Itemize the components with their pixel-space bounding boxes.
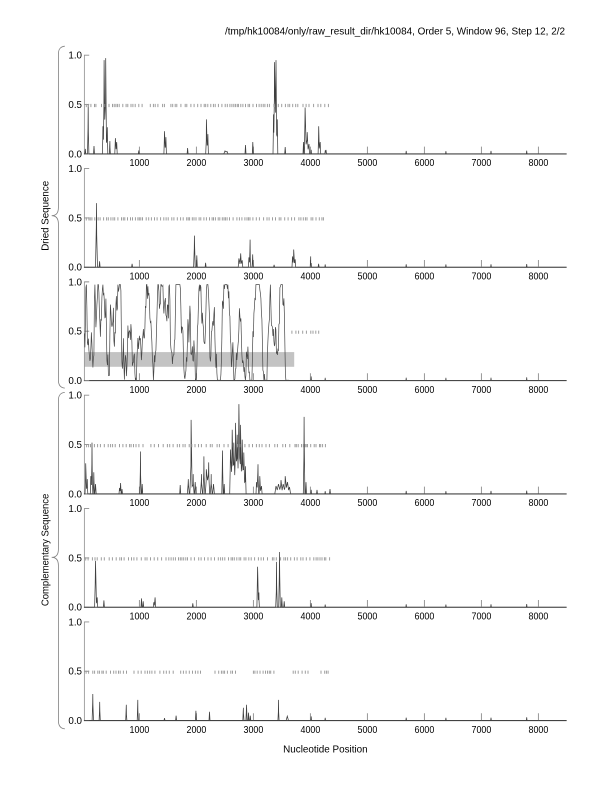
svg-text:0.5: 0.5 <box>68 327 82 338</box>
svg-text:1.0: 1.0 <box>68 617 82 628</box>
svg-text:3000: 3000 <box>244 158 264 169</box>
svg-text:0.5: 0.5 <box>68 667 82 678</box>
svg-text:4000: 4000 <box>301 271 321 282</box>
svg-text:3000: 3000 <box>244 611 264 622</box>
svg-text:6000: 6000 <box>415 611 435 622</box>
svg-text:1000: 1000 <box>130 271 150 282</box>
svg-text:1.0: 1.0 <box>68 164 82 175</box>
svg-text:8000: 8000 <box>529 385 549 396</box>
svg-text:8000: 8000 <box>529 498 549 509</box>
svg-text:5000: 5000 <box>358 385 378 396</box>
svg-text:7000: 7000 <box>472 158 492 169</box>
svg-text:1000: 1000 <box>130 498 150 509</box>
svg-text:8000: 8000 <box>529 611 549 622</box>
svg-text:Complementary Sequence: Complementary Sequence <box>41 493 52 606</box>
svg-text:5000: 5000 <box>358 498 378 509</box>
svg-text:2000: 2000 <box>187 158 207 169</box>
svg-text:4000: 4000 <box>301 385 321 396</box>
svg-text:6000: 6000 <box>415 725 435 736</box>
svg-text:2000: 2000 <box>187 498 207 509</box>
svg-text:8000: 8000 <box>529 158 549 169</box>
svg-text:4000: 4000 <box>301 498 321 509</box>
svg-text:2000: 2000 <box>187 385 207 396</box>
svg-text:0.0: 0.0 <box>68 716 82 727</box>
svg-text:1.0: 1.0 <box>68 51 82 62</box>
svg-text:0.5: 0.5 <box>68 553 82 564</box>
svg-text:5000: 5000 <box>358 611 378 622</box>
svg-text:3000: 3000 <box>244 725 264 736</box>
svg-text:1000: 1000 <box>130 158 150 169</box>
svg-text:1000: 1000 <box>130 611 150 622</box>
svg-text:1.0: 1.0 <box>68 277 82 288</box>
svg-text:5000: 5000 <box>358 158 378 169</box>
svg-text:2000: 2000 <box>187 725 207 736</box>
svg-text:6000: 6000 <box>415 498 435 509</box>
svg-text:3000: 3000 <box>244 385 264 396</box>
svg-text:7000: 7000 <box>472 725 492 736</box>
svg-text:1.0: 1.0 <box>68 504 82 515</box>
svg-text:2000: 2000 <box>187 611 207 622</box>
svg-text:1.0: 1.0 <box>68 391 82 402</box>
svg-text:3000: 3000 <box>244 498 264 509</box>
svg-text:8000: 8000 <box>529 725 549 736</box>
svg-text:7000: 7000 <box>472 611 492 622</box>
svg-text:4000: 4000 <box>301 158 321 169</box>
svg-text:0.0: 0.0 <box>68 489 82 500</box>
svg-text:6000: 6000 <box>415 158 435 169</box>
svg-text:1000: 1000 <box>130 725 150 736</box>
svg-text:1000: 1000 <box>130 385 150 396</box>
svg-text:7000: 7000 <box>472 498 492 509</box>
svg-text:0.0: 0.0 <box>68 603 82 614</box>
svg-text:0.5: 0.5 <box>68 213 82 224</box>
svg-text:7000: 7000 <box>472 271 492 282</box>
svg-text:2000: 2000 <box>187 271 207 282</box>
svg-text:7000: 7000 <box>472 385 492 396</box>
svg-text:Nucleotide Position: Nucleotide Position <box>283 745 368 756</box>
svg-text:Dried Sequence: Dried Sequence <box>41 181 52 251</box>
svg-text:6000: 6000 <box>415 271 435 282</box>
svg-text:0.0: 0.0 <box>68 376 82 387</box>
svg-text:5000: 5000 <box>358 271 378 282</box>
svg-text:4000: 4000 <box>301 611 321 622</box>
svg-text:0.5: 0.5 <box>68 440 82 451</box>
svg-text:5000: 5000 <box>358 725 378 736</box>
svg-text:6000: 6000 <box>415 385 435 396</box>
svg-text:0.0: 0.0 <box>68 263 82 274</box>
svg-text:4000: 4000 <box>301 725 321 736</box>
svg-text:0.0: 0.0 <box>68 149 82 160</box>
svg-text:0.5: 0.5 <box>68 100 82 111</box>
svg-text:/tmp/hk10084/only/raw_result_d: /tmp/hk10084/only/raw_result_dir/hk10084… <box>225 26 565 37</box>
svg-text:8000: 8000 <box>529 271 549 282</box>
svg-text:3000: 3000 <box>244 271 264 282</box>
